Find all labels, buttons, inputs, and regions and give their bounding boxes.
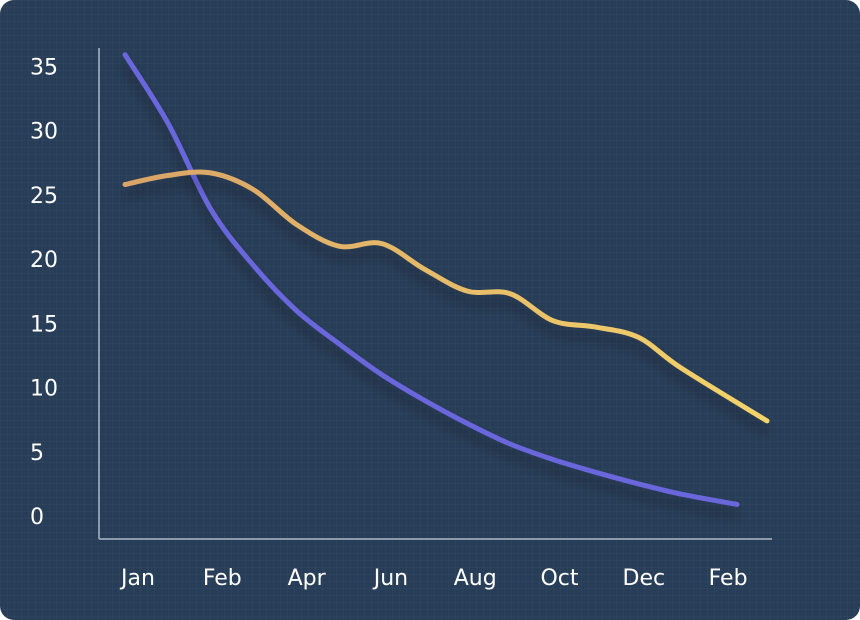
series-layer [122, 52, 770, 507]
x-tick-label: Feb [203, 566, 242, 591]
x-tick-label: Jun [372, 566, 408, 591]
y-tick-label: 0 [30, 505, 44, 530]
x-axis-ticks: Jan Feb Apr Jun Aug Oct Dec Feb [119, 566, 748, 591]
x-tick-label: Feb [709, 566, 748, 591]
y-tick-label: 20 [30, 248, 58, 273]
y-tick-label: 35 [30, 55, 58, 80]
x-tick-label: Dec [623, 566, 666, 591]
y-tick-label: 5 [30, 441, 44, 466]
y-tick-label: 25 [30, 184, 58, 209]
y-axis-ticks: 0 5 10 15 20 25 30 35 [30, 55, 58, 530]
x-tick-label: Oct [540, 566, 578, 591]
series-line-2 [122, 169, 770, 424]
y-tick-label: 30 [30, 120, 58, 145]
y-tick-label: 10 [30, 377, 58, 402]
x-tick-label: Jan [119, 566, 155, 591]
series-line-1 [122, 52, 740, 507]
x-tick-label: Apr [288, 566, 327, 591]
x-tick-label: Aug [454, 566, 497, 591]
y-tick-label: 15 [30, 312, 58, 337]
